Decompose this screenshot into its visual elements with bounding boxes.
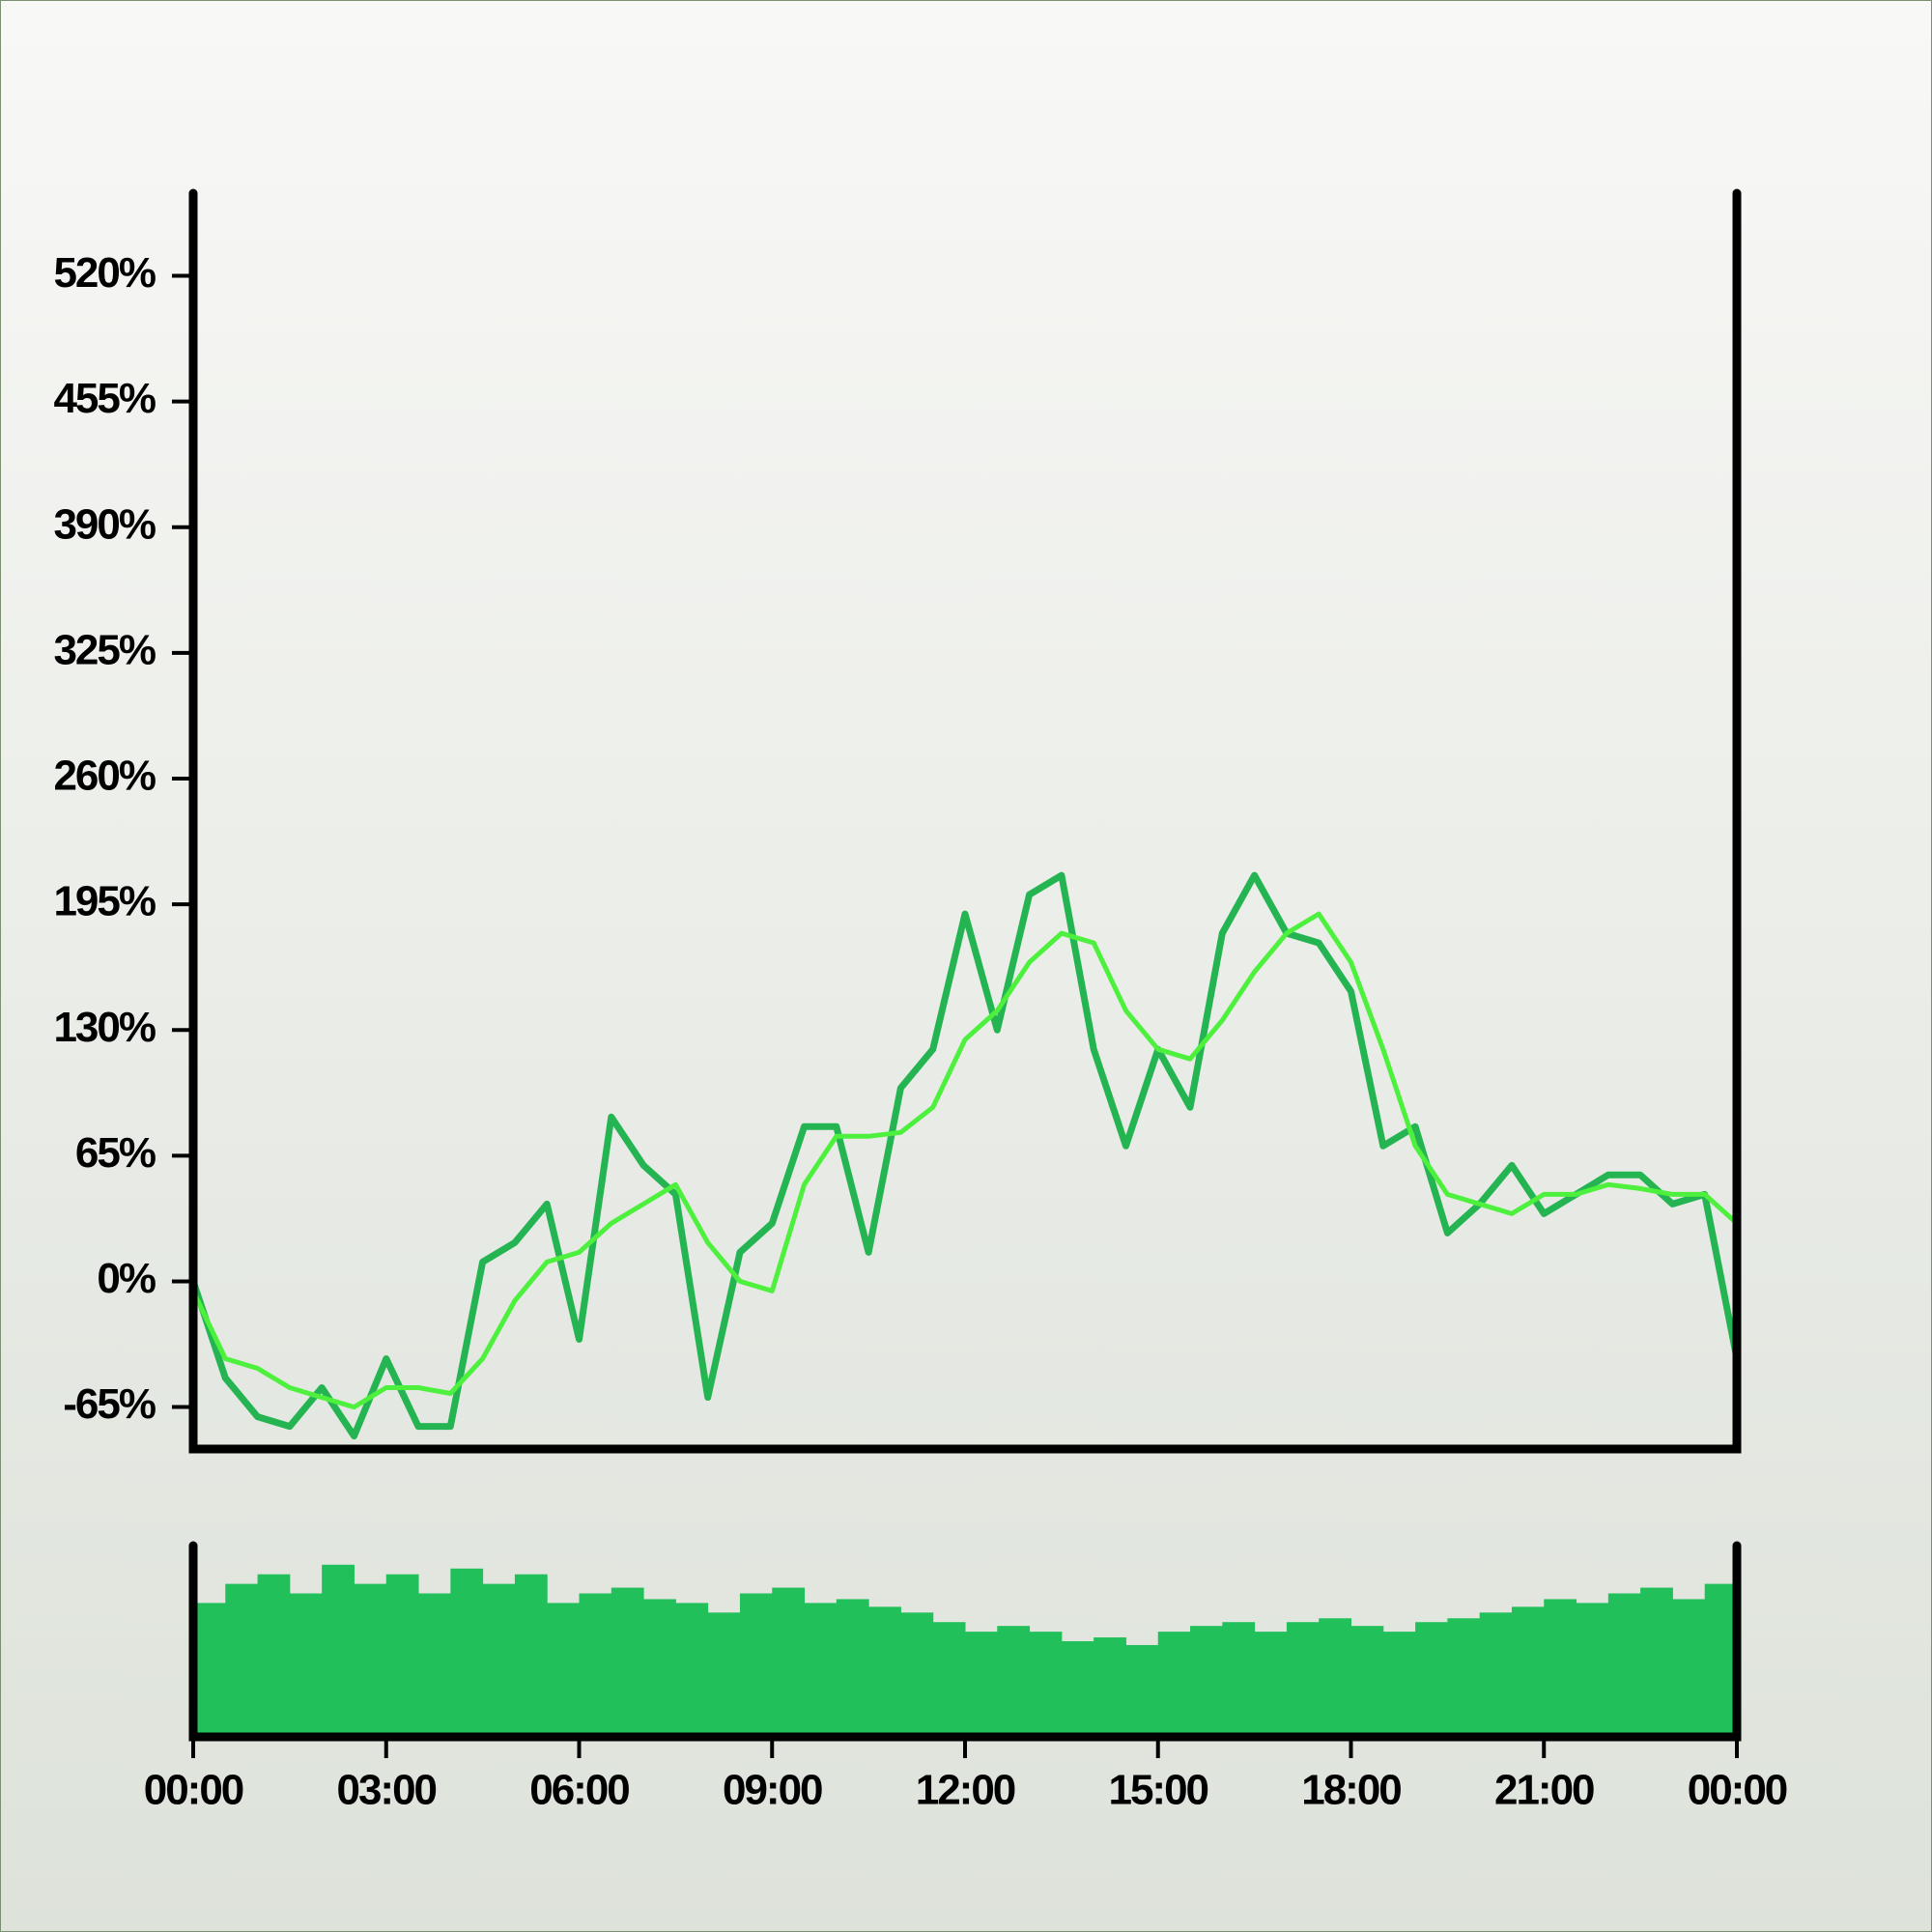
y-tick-label: 0% — [97, 1255, 155, 1302]
volume-bar — [836, 1599, 869, 1737]
y-tick-label: 65% — [75, 1129, 156, 1177]
volume-bar — [1222, 1622, 1256, 1737]
volume-bar — [1286, 1622, 1320, 1737]
volume-bar — [1447, 1618, 1481, 1737]
volume-bar — [1415, 1622, 1448, 1737]
volume-bar — [579, 1593, 612, 1737]
volume-bar — [354, 1583, 387, 1737]
y-tick-label: 130% — [53, 1004, 155, 1051]
volume-bar — [1061, 1641, 1094, 1737]
price-line — [190, 911, 1739, 1410]
volume-bar — [385, 1574, 419, 1737]
volume-bar — [1511, 1606, 1545, 1737]
volume-bar — [1576, 1603, 1609, 1737]
x-tick-label: 15:00 — [1108, 1767, 1208, 1814]
volume-bar — [482, 1583, 516, 1737]
volume-bar — [739, 1593, 773, 1737]
x-tick-label: 00:00 — [144, 1767, 243, 1814]
volume-bar — [1319, 1618, 1351, 1737]
volume-bar — [450, 1568, 484, 1737]
volume-bar — [1672, 1599, 1706, 1737]
volume-bar — [772, 1587, 806, 1737]
volume-bar — [900, 1612, 934, 1737]
y-tick-label: 390% — [53, 500, 155, 548]
x-tick-label: 09:00 — [723, 1767, 822, 1814]
x-tick-label: 00:00 — [1688, 1767, 1787, 1814]
x-tick-label: 21:00 — [1494, 1767, 1594, 1814]
volume-bar — [547, 1603, 580, 1737]
volume-bar — [1544, 1599, 1577, 1737]
volume-bar — [1029, 1632, 1063, 1737]
volume-bar — [997, 1626, 1031, 1737]
volume-bar — [1607, 1593, 1641, 1737]
volume-bar — [1350, 1626, 1384, 1737]
y-tick-label: 260% — [53, 753, 155, 800]
volume-bar — [1094, 1637, 1126, 1737]
volume-bar — [1190, 1626, 1223, 1737]
volume-bar — [322, 1564, 355, 1737]
volume-bar — [257, 1574, 291, 1737]
volume-bar — [707, 1612, 741, 1737]
volume-bar — [932, 1622, 966, 1737]
volume-bar — [611, 1587, 644, 1737]
volume-bar — [289, 1593, 323, 1737]
y-tick-label: 520% — [53, 249, 155, 297]
marks — [189, 871, 1741, 1737]
x-tick-label: 03:00 — [336, 1767, 436, 1814]
volume-bar — [1704, 1583, 1738, 1737]
y-tick-label: -65% — [63, 1380, 156, 1428]
y-tick-label: 455% — [53, 375, 155, 422]
x-tick-label: 06:00 — [529, 1767, 629, 1814]
volume-bar — [418, 1593, 451, 1737]
y-tick-label: 325% — [53, 626, 155, 673]
volume-bar — [225, 1583, 259, 1737]
y-tick-label: 195% — [53, 878, 155, 925]
volume-bar — [193, 1603, 226, 1737]
volume-bar — [514, 1574, 548, 1737]
x-tick-label: 18:00 — [1301, 1767, 1401, 1814]
volume-bar — [1125, 1644, 1159, 1737]
volume-bar — [1157, 1632, 1191, 1737]
volume-bar — [675, 1603, 709, 1737]
volume-bar — [965, 1632, 998, 1737]
price-frame — [188, 188, 1742, 1454]
x-tick-label: 12:00 — [916, 1767, 1015, 1814]
volume-bar — [868, 1606, 901, 1737]
volume-bar — [1254, 1632, 1288, 1737]
volume-bar — [1479, 1612, 1513, 1737]
volume-bar — [1382, 1632, 1416, 1737]
volume-bar — [643, 1599, 676, 1737]
volume-bar — [804, 1603, 838, 1737]
volume-bar — [1640, 1587, 1673, 1737]
